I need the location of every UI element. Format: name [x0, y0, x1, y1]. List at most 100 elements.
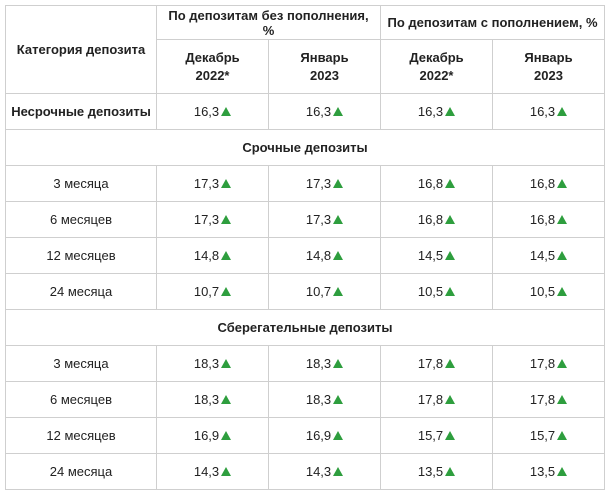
table-body: Несрочные депозиты 16,3 16,3 16,3 16,3 С… [5, 93, 605, 490]
row-label: 6 месяцев [5, 381, 157, 418]
rate-cell: 15,7 [492, 417, 605, 454]
rate-cell: 10,5 [492, 273, 605, 310]
rate-cell: 17,3 [156, 201, 269, 238]
rate-cell: 14,8 [156, 237, 269, 274]
rate-cell: 14,5 [492, 237, 605, 274]
col-header-jan-2023: Январь 2023 [268, 39, 381, 94]
category-header: Категория депозита [5, 5, 157, 94]
up-arrow-icon [221, 358, 232, 368]
up-arrow-icon [333, 106, 344, 116]
rate-cell: 17,8 [380, 345, 493, 382]
rate-cell: 14,3 [156, 453, 269, 490]
rate-cell: 16,3 [380, 93, 493, 130]
up-arrow-icon [221, 430, 232, 440]
rate-cell: 17,8 [492, 345, 605, 382]
rate-cell: 14,5 [380, 237, 493, 274]
row-label: 24 месяца [5, 453, 157, 490]
up-arrow-icon [221, 178, 232, 188]
table-row: 3 месяца 18,3 18,3 17,8 17,8 [5, 345, 605, 382]
row-label: 24 месяца [5, 273, 157, 310]
up-arrow-icon [445, 250, 456, 260]
rate-cell: 16,8 [380, 201, 493, 238]
up-arrow-icon [557, 394, 568, 404]
section-title-savings: Сберегательные депозиты [5, 309, 605, 346]
section-header-row: Срочные депозиты [5, 129, 605, 166]
row-label: 12 месяцев [5, 237, 157, 274]
section-title-term: Срочные депозиты [5, 129, 605, 166]
col-header-dec-2022: Декабрь 2022* [156, 39, 269, 94]
up-arrow-icon [445, 466, 456, 476]
up-arrow-icon [333, 358, 344, 368]
rate-cell: 15,7 [380, 417, 493, 454]
up-arrow-icon [221, 394, 232, 404]
rate-cell: 16,3 [268, 93, 381, 130]
table-row: Несрочные депозиты 16,3 16,3 16,3 16,3 [5, 93, 605, 130]
rate-cell: 17,3 [268, 201, 381, 238]
table-row: 24 месяца 14,3 14,3 13,5 13,5 [5, 453, 605, 490]
up-arrow-icon [445, 286, 456, 296]
up-arrow-icon [445, 430, 456, 440]
table-row: 6 месяцев 18,3 18,3 17,8 17,8 [5, 381, 605, 418]
rate-cell: 14,8 [268, 237, 381, 274]
up-arrow-icon [445, 178, 456, 188]
up-arrow-icon [445, 106, 456, 116]
rate-cell: 17,3 [156, 165, 269, 202]
col-header-dec-2022: Декабрь 2022* [380, 39, 493, 94]
rate-cell: 18,3 [156, 345, 269, 382]
up-arrow-icon [557, 286, 568, 296]
up-arrow-icon [221, 286, 232, 296]
up-arrow-icon [445, 214, 456, 224]
up-arrow-icon [557, 466, 568, 476]
rate-cell: 10,7 [156, 273, 269, 310]
table-row: 24 месяца 10,7 10,7 10,5 10,5 [5, 273, 605, 310]
group-header-no-replenish: По депозитам без пополнения, % [156, 5, 381, 40]
up-arrow-icon [557, 214, 568, 224]
up-arrow-icon [333, 394, 344, 404]
rate-cell: 16,9 [156, 417, 269, 454]
table-row: 12 месяцев 14,8 14,8 14,5 14,5 [5, 237, 605, 274]
up-arrow-icon [557, 358, 568, 368]
up-arrow-icon [557, 106, 568, 116]
up-arrow-icon [557, 178, 568, 188]
rate-cell: 10,7 [268, 273, 381, 310]
rate-cell: 16,9 [268, 417, 381, 454]
up-arrow-icon [333, 286, 344, 296]
rate-cell: 18,3 [268, 345, 381, 382]
rate-cell: 18,3 [268, 381, 381, 418]
rate-cell: 14,3 [268, 453, 381, 490]
up-arrow-icon [221, 466, 232, 476]
rate-cell: 17,8 [380, 381, 493, 418]
rate-cell: 10,5 [380, 273, 493, 310]
rate-cell: 16,8 [492, 201, 605, 238]
up-arrow-icon [333, 466, 344, 476]
row-label: 3 месяца [5, 345, 157, 382]
up-arrow-icon [221, 106, 232, 116]
up-arrow-icon [333, 250, 344, 260]
rate-cell: 17,3 [268, 165, 381, 202]
up-arrow-icon [557, 430, 568, 440]
table-row: 3 месяца 17,3 17,3 16,8 16,8 [5, 165, 605, 202]
deposit-rates-table: Категория депозита По депозитам без попо… [5, 5, 605, 490]
rate-cell: 13,5 [492, 453, 605, 490]
row-label: 12 месяцев [5, 417, 157, 454]
rate-cell: 18,3 [156, 381, 269, 418]
up-arrow-icon [333, 178, 344, 188]
section-header-row: Сберегательные депозиты [5, 309, 605, 346]
up-arrow-icon [557, 250, 568, 260]
up-arrow-icon [445, 394, 456, 404]
row-label: 6 месяцев [5, 201, 157, 238]
up-arrow-icon [221, 214, 232, 224]
rate-cell: 16,3 [492, 93, 605, 130]
up-arrow-icon [333, 214, 344, 224]
rate-cell: 13,5 [380, 453, 493, 490]
up-arrow-icon [445, 358, 456, 368]
rate-cell: 16,8 [380, 165, 493, 202]
group-header-replenish: По депозитам с пополнением, % [380, 5, 605, 40]
row-label: Несрочные депозиты [5, 93, 157, 130]
rate-cell: 17,8 [492, 381, 605, 418]
up-arrow-icon [333, 430, 344, 440]
table-row: 12 месяцев 16,9 16,9 15,7 15,7 [5, 417, 605, 454]
row-label: 3 месяца [5, 165, 157, 202]
rate-cell: 16,3 [156, 93, 269, 130]
col-header-jan-2023: Январь 2023 [492, 39, 605, 94]
